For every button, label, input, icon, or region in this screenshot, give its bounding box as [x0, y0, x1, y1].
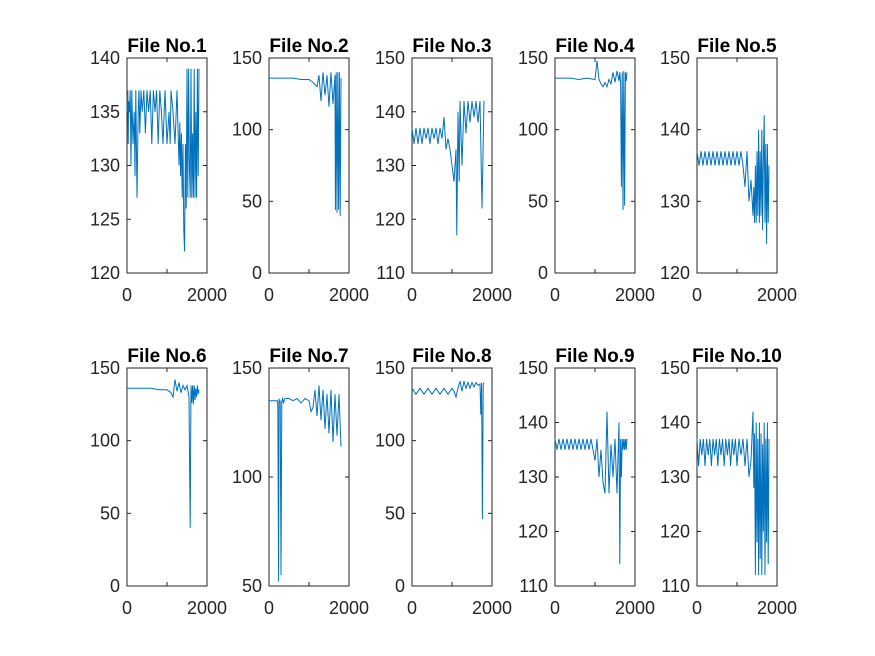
- y-tick-label: 110: [661, 576, 690, 596]
- x-tick-label: 2000: [187, 285, 227, 305]
- subplot-10: File No.10 110 120 130 140 150 0 2000: [660, 346, 797, 618]
- subplot-title: File No.5: [697, 36, 777, 57]
- subplot-title: File No.3: [412, 36, 491, 57]
- data-series-line: [411, 380, 485, 520]
- subplot-title: File No.1: [127, 36, 207, 57]
- y-tick-label: 125: [90, 209, 120, 229]
- y-tick-label: 120: [518, 522, 548, 542]
- subplot-9: File No.9 110 120 130 140 150 0 2000: [518, 346, 655, 618]
- y-tick-label: 0: [538, 263, 548, 283]
- subplot-3: File No.3 110 120 130 140 150 0 2000: [375, 36, 512, 305]
- y-tick-label: 110: [376, 263, 405, 283]
- y-tick-label: 0: [395, 576, 405, 596]
- y-tick-label: 100: [375, 431, 405, 451]
- x-tick-label: 2000: [615, 285, 655, 305]
- y-tick-label: 150: [518, 48, 548, 68]
- data-series-line: [269, 72, 342, 216]
- y-tick-label: 50: [385, 503, 405, 523]
- x-tick-label: 0: [264, 598, 274, 618]
- data-series-line: [126, 68, 200, 252]
- subplot-2: File No.2 0 50 100 150 0 2000: [232, 36, 369, 305]
- x-tick-label: 0: [407, 598, 417, 618]
- y-tick-label: 150: [232, 48, 262, 68]
- y-tick-label: 120: [660, 522, 690, 542]
- y-tick-label: 150: [518, 358, 548, 378]
- x-tick-label: 2000: [615, 598, 655, 618]
- y-tick-label: 140: [90, 48, 120, 68]
- subplot-7: File No.7 50 100 150 0 2000: [232, 346, 369, 618]
- x-tick-label: 0: [550, 598, 560, 618]
- y-tick-label: 130: [518, 467, 548, 487]
- y-tick-label: 50: [528, 191, 548, 211]
- y-tick-label: 120: [375, 209, 405, 229]
- y-tick-label: 0: [110, 576, 120, 596]
- y-tick-label: 130: [375, 156, 405, 176]
- data-series-line: [411, 100, 485, 236]
- x-tick-label: 2000: [329, 598, 369, 618]
- y-tick-label: 150: [660, 48, 690, 68]
- y-tick-label: 130: [660, 191, 690, 211]
- x-tick-label: 0: [264, 285, 274, 305]
- subplot-title: File No.8: [412, 346, 491, 367]
- y-tick-label: 0: [252, 263, 262, 283]
- y-tick-label: 100: [232, 120, 262, 140]
- x-tick-label: 0: [692, 598, 702, 618]
- subplot-6: File No.6 0 50 100 150 0 2000: [90, 346, 227, 618]
- x-tick-label: 2000: [472, 285, 512, 305]
- y-tick-label: 140: [660, 413, 690, 433]
- x-tick-label: 2000: [329, 285, 369, 305]
- subplot-title: File No.7: [269, 346, 348, 367]
- subplot-title: File No.4: [555, 36, 635, 57]
- x-tick-label: 2000: [757, 285, 797, 305]
- axes-box: [554, 367, 636, 587]
- subplot-5: File No.5 120 130 140 150 0 2000: [660, 36, 797, 305]
- y-tick-label: 100: [518, 120, 548, 140]
- x-tick-label: 0: [122, 598, 132, 618]
- x-tick-label: 2000: [472, 598, 512, 618]
- x-tick-label: 0: [122, 285, 132, 305]
- y-tick-label: 50: [100, 503, 120, 523]
- y-tick-label: 120: [660, 263, 690, 283]
- data-series-line: [127, 379, 200, 528]
- subplot-4: File No.4 0 50 100 150 0 2000: [518, 36, 655, 305]
- axes-box: [411, 367, 493, 587]
- y-tick-label: 135: [90, 102, 120, 122]
- y-tick-label: 150: [660, 358, 690, 378]
- x-tick-label: 2000: [187, 598, 227, 618]
- y-tick-label: 130: [90, 156, 120, 176]
- y-tick-label: 140: [375, 102, 405, 122]
- data-series-line: [696, 115, 770, 245]
- subplot-1: File No.1 120 125 130 135 140 0 2000: [90, 36, 227, 305]
- x-tick-label: 0: [550, 285, 560, 305]
- y-tick-label: 140: [518, 413, 548, 433]
- y-tick-label: 120: [90, 263, 120, 283]
- y-tick-label: 50: [242, 576, 262, 596]
- y-tick-label: 130: [660, 467, 690, 487]
- subplot-title: File No.6: [127, 346, 206, 367]
- y-tick-label: 150: [90, 358, 120, 378]
- x-tick-label: 0: [407, 285, 417, 305]
- y-tick-label: 140: [660, 120, 690, 140]
- subplot-title: File No.9: [555, 346, 634, 367]
- y-tick-label: 100: [232, 467, 262, 487]
- subplot-title: File No.10: [692, 346, 782, 367]
- x-tick-label: 2000: [757, 598, 797, 618]
- y-tick-label: 150: [232, 358, 262, 378]
- subplot-title: File No.2: [269, 36, 348, 57]
- data-series-line: [555, 60, 628, 210]
- data-series-line: [696, 411, 770, 576]
- y-tick-label: 110: [519, 576, 548, 596]
- data-series-line: [269, 385, 342, 582]
- y-tick-label: 50: [242, 191, 262, 211]
- y-tick-label: 150: [375, 48, 405, 68]
- data-series-line: [554, 411, 628, 565]
- subplot-8: File No.8 0 50 100 150 0 2000: [375, 346, 512, 618]
- y-tick-label: 100: [90, 431, 120, 451]
- x-tick-label: 0: [692, 285, 702, 305]
- y-tick-label: 150: [375, 358, 405, 378]
- axes-box: [126, 367, 208, 587]
